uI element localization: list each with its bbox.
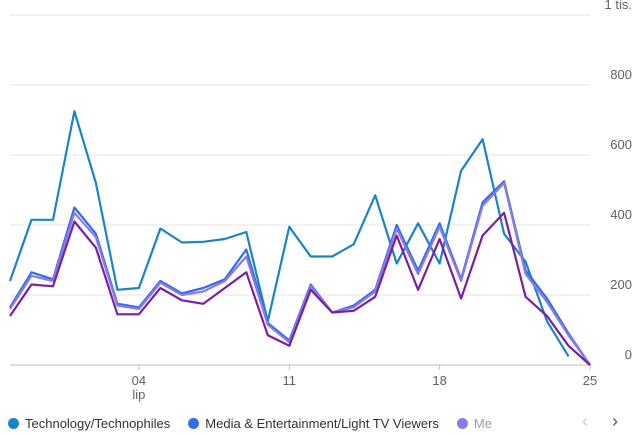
x-tick-label: 11: [283, 373, 297, 388]
x-tick-sublabel: lip: [132, 387, 145, 402]
legend-dot-icon: [456, 417, 468, 429]
legend-dot-icon: [8, 417, 19, 429]
legend: Technology/Technophiles Media & Entertai…: [0, 412, 635, 434]
legend-fade: [532, 412, 572, 434]
y-tick-label: 800: [610, 67, 632, 82]
legend-label: Media & Entertainment/Light TV Viewers: [205, 415, 439, 431]
series-line-3: [9, 211, 591, 366]
legend-item-technology[interactable]: Technology/Technophiles: [8, 416, 170, 431]
y-tick-label: 400: [610, 207, 632, 222]
x-tick-label: 18: [432, 373, 446, 388]
legend-label: Me: [473, 415, 492, 431]
y-tick-label: 200: [610, 277, 632, 292]
legend-next-icon[interactable]: ›: [612, 411, 618, 431]
legend-label: Technology/Technophiles: [25, 415, 171, 431]
x-tick-label: 04: [132, 373, 146, 388]
legend-item-me[interactable]: Me: [456, 415, 492, 431]
series-line-0: [8, 110, 570, 357]
y-tick-label: 0: [625, 347, 632, 362]
series-line-1: [9, 180, 591, 366]
legend-dot-icon: [188, 417, 200, 429]
y-tick-label: 1 tis.: [605, 0, 632, 12]
series-line-2: [9, 181, 591, 366]
legend-item-media[interactable]: Media & Entertainment/Light TV Viewers: [188, 416, 439, 431]
x-tick-label: 25: [583, 373, 597, 388]
y-tick-label: 600: [610, 137, 632, 152]
legend-prev-icon[interactable]: ‹: [582, 411, 588, 431]
